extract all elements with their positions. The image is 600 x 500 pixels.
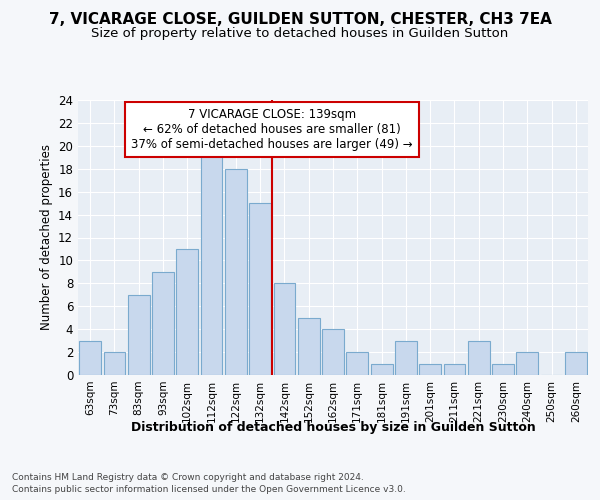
Y-axis label: Number of detached properties: Number of detached properties xyxy=(40,144,53,330)
Bar xyxy=(298,318,320,375)
Text: 7 VICARAGE CLOSE: 139sqm
← 62% of detached houses are smaller (81)
37% of semi-d: 7 VICARAGE CLOSE: 139sqm ← 62% of detach… xyxy=(131,108,413,151)
Text: 7, VICARAGE CLOSE, GUILDEN SUTTON, CHESTER, CH3 7EA: 7, VICARAGE CLOSE, GUILDEN SUTTON, CHEST… xyxy=(49,12,551,28)
Bar xyxy=(274,284,295,375)
Bar xyxy=(468,340,490,375)
Bar xyxy=(443,364,466,375)
Bar xyxy=(152,272,174,375)
Bar xyxy=(419,364,441,375)
Bar xyxy=(225,169,247,375)
Bar xyxy=(492,364,514,375)
Bar xyxy=(104,352,125,375)
Bar xyxy=(79,340,101,375)
Text: Size of property relative to detached houses in Guilden Sutton: Size of property relative to detached ho… xyxy=(91,28,509,40)
Bar xyxy=(200,146,223,375)
Bar xyxy=(565,352,587,375)
Text: Distribution of detached houses by size in Guilden Sutton: Distribution of detached houses by size … xyxy=(131,421,535,434)
Text: Contains HM Land Registry data © Crown copyright and database right 2024.: Contains HM Land Registry data © Crown c… xyxy=(12,473,364,482)
Text: Contains public sector information licensed under the Open Government Licence v3: Contains public sector information licen… xyxy=(12,486,406,494)
Bar xyxy=(371,364,392,375)
Bar xyxy=(249,203,271,375)
Bar xyxy=(517,352,538,375)
Bar xyxy=(395,340,417,375)
Bar xyxy=(346,352,368,375)
Bar xyxy=(128,295,149,375)
Bar xyxy=(322,329,344,375)
Bar xyxy=(176,249,198,375)
